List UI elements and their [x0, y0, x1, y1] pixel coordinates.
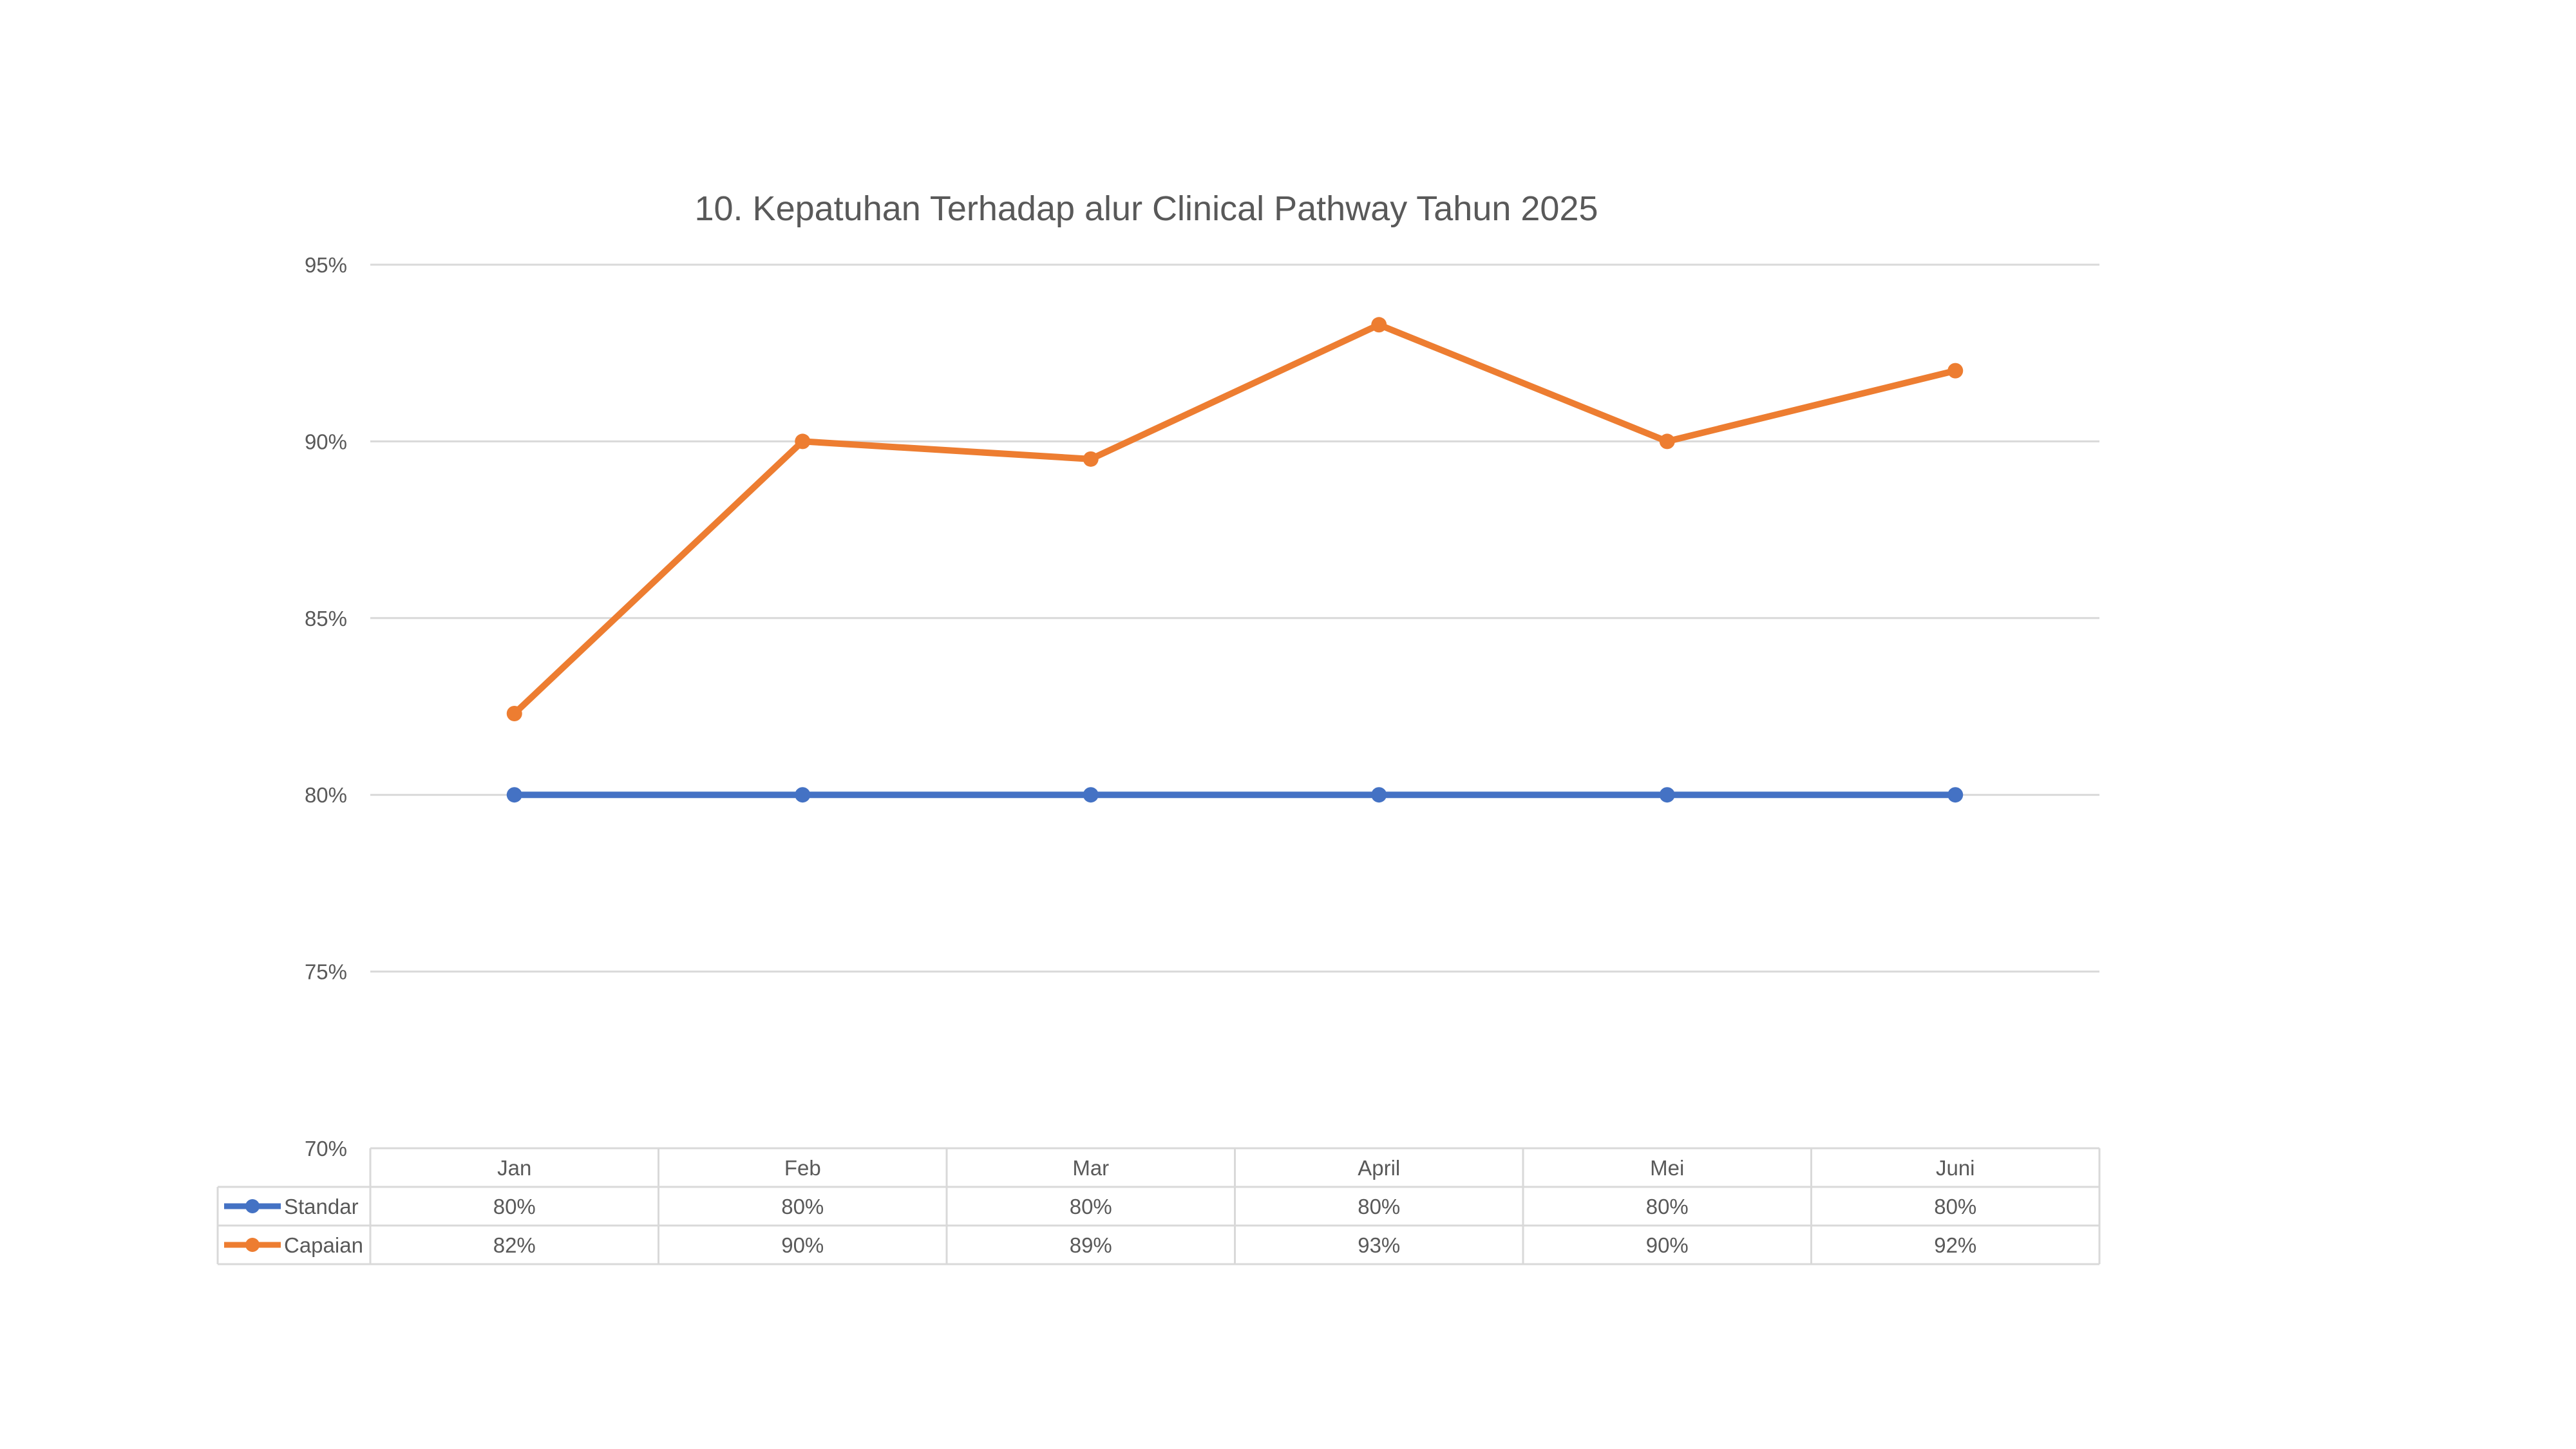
gridlines [370, 263, 2099, 973]
table-cell-value: 89% [1070, 1233, 1112, 1257]
data-point [1371, 317, 1387, 333]
x-category-label: Juni [1936, 1156, 1975, 1180]
table-cell-value: 93% [1358, 1233, 1400, 1257]
x-category-label: April [1358, 1156, 1400, 1180]
data-point [1947, 363, 1964, 379]
data-point [506, 787, 522, 803]
legend-key-marker [245, 1238, 260, 1252]
y-tick-label: 75% [305, 960, 347, 984]
table-cell-value: 90% [1646, 1233, 1689, 1257]
x-category-label: Mar [1072, 1156, 1109, 1180]
y-tick-label: 95% [305, 253, 347, 277]
data-point [1371, 787, 1387, 803]
data-point [1083, 451, 1099, 467]
data-point [506, 705, 522, 721]
data-point [795, 787, 811, 803]
data-point [795, 433, 811, 450]
data-point [1659, 433, 1675, 450]
table-cell-value: 80% [493, 1195, 536, 1218]
data-point [1083, 787, 1099, 803]
x-category-label: Jan [497, 1156, 531, 1180]
table-cell-value: 80% [781, 1195, 824, 1218]
data-point [1947, 787, 1964, 803]
legend-series-name: Standar [284, 1195, 359, 1218]
series-line-capaian [511, 321, 1959, 717]
y-tick-label: 90% [305, 430, 347, 453]
series-lines [506, 317, 1964, 803]
table-cell-value: 80% [1358, 1195, 1400, 1218]
legend-series-name: Capaian [284, 1233, 363, 1257]
table-cell-value: 80% [1646, 1195, 1689, 1218]
data-point [1659, 787, 1675, 803]
y-tick-label: 80% [305, 783, 347, 807]
table-cell-value: 80% [1070, 1195, 1112, 1218]
table-cell-value: 90% [781, 1233, 824, 1257]
x-category-label: Feb [784, 1156, 821, 1180]
x-category-label: Mei [1650, 1156, 1684, 1180]
y-axis-tick-labels: 70% 75% 80% 85% 90% 95% [305, 253, 347, 1160]
table-cell-value: 80% [1934, 1195, 1976, 1218]
table-cell-value: 92% [1934, 1233, 1976, 1257]
legend-key-marker [245, 1199, 260, 1213]
chart-title: 10. Kepatuhan Terhadap alur Clinical Pat… [694, 189, 1598, 228]
y-tick-label: 85% [305, 607, 347, 630]
table-cell-value: 82% [493, 1233, 536, 1257]
data-table: Jan Feb Mar April Mei Juni Standar 80% 80% 80% 80%… [216, 1147, 2101, 1265]
y-tick-label: 70% [305, 1137, 347, 1160]
